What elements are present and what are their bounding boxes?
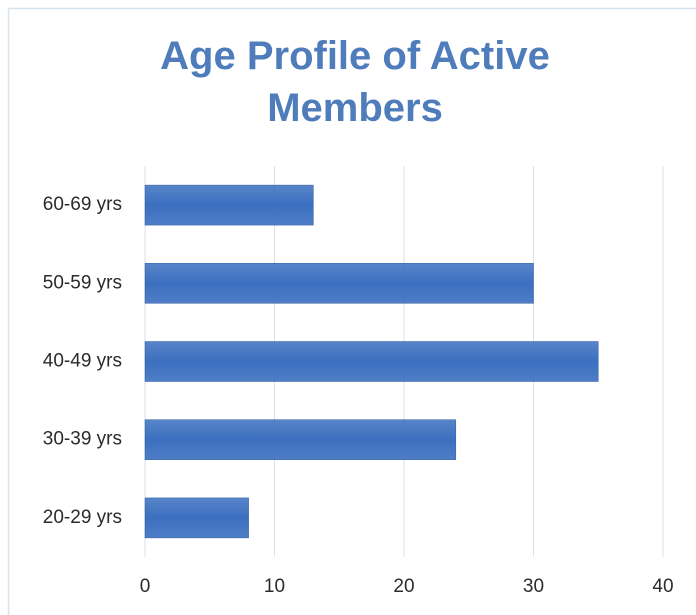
x-tick-label: 20 [393,576,414,597]
bar [144,184,314,226]
y-tick-label: 50-59 yrs [43,272,122,293]
y-tick-label: 60-69 yrs [43,194,122,215]
y-tick-label: 30-39 yrs [43,429,122,450]
x-tick-label: 40 [652,576,673,597]
bar [144,341,599,382]
bar [144,263,534,304]
y-tick-label: 40-49 yrs [43,351,122,372]
bar [144,419,457,460]
y-tick-label: 20-29 yrs [43,507,122,528]
x-tick-label: 0 [140,576,151,597]
bar [144,497,249,539]
x-tick-label: 10 [264,576,285,597]
chart-border [7,7,696,615]
x-tick-label: 30 [523,576,544,597]
chart-title: Age Profile of Active Members [160,34,550,130]
